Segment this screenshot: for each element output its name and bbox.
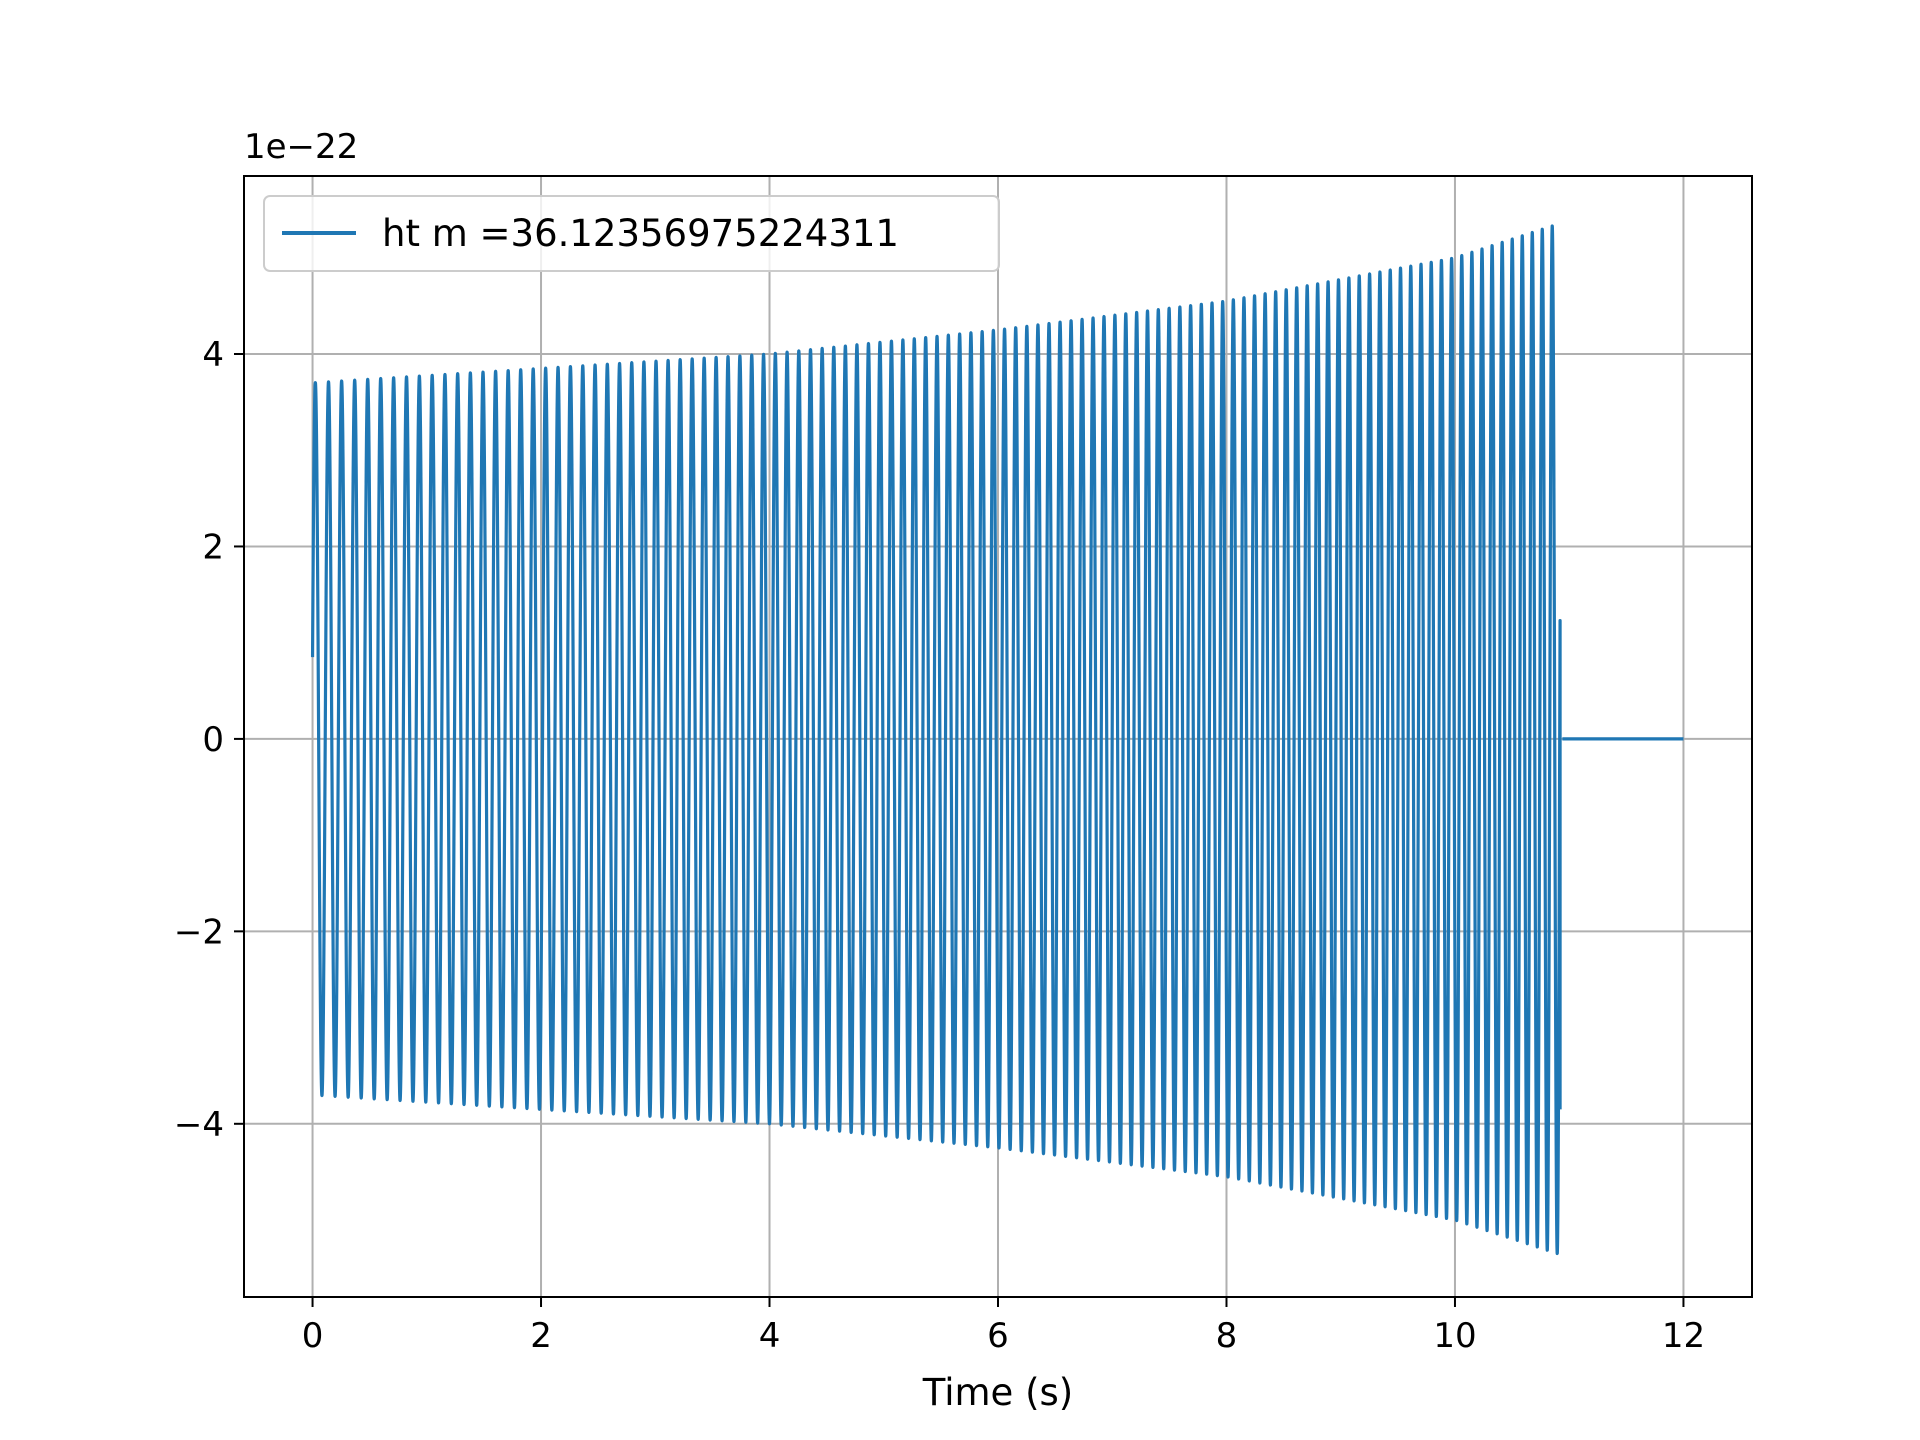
y-tick-label: −2	[174, 912, 224, 952]
y-tick-label: −4	[174, 1105, 224, 1145]
x-axis-label: Time (s)	[922, 1371, 1073, 1414]
legend: ht m =36.12356975224311	[263, 195, 1000, 272]
y-tick-label: 0	[202, 720, 224, 760]
x-tick-label: 6	[987, 1316, 1009, 1356]
y-tick-label: 4	[202, 335, 224, 375]
x-tick-label: 10	[1433, 1316, 1476, 1356]
y-offset-text: 1e−22	[244, 127, 358, 167]
series-line-ht	[310, 224, 1684, 1256]
x-tick-label: 8	[1216, 1316, 1238, 1356]
x-tick-label: 12	[1662, 1316, 1705, 1356]
legend-entry-label: ht m =36.12356975224311	[382, 212, 899, 255]
x-tick-label: 4	[759, 1316, 781, 1356]
y-tick-label: 2	[202, 527, 224, 567]
series-layer	[310, 224, 1684, 1256]
legend-box	[263, 195, 1000, 272]
x-tick-label: 2	[530, 1316, 552, 1356]
x-tick-label: 0	[302, 1316, 324, 1356]
axis-ticks: 0 2 4 6 8 10 12 −4 −2 0 2 4	[174, 335, 1705, 1356]
